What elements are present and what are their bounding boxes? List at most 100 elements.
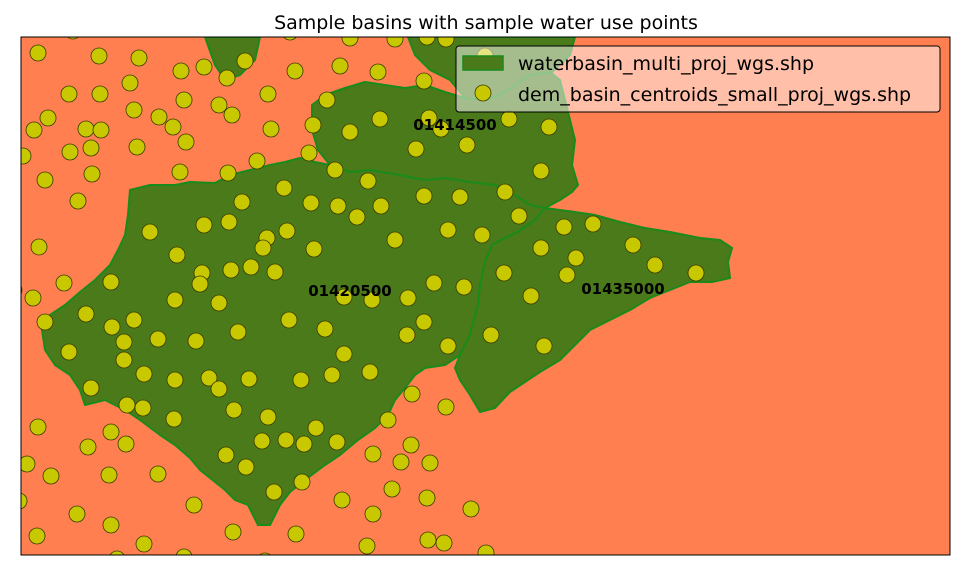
water-use-point [399, 289, 417, 307]
water-use-point [259, 85, 277, 103]
water-use-point [329, 197, 347, 215]
water-use-point [364, 445, 382, 463]
water-use-point [166, 371, 184, 389]
water-use-point [335, 345, 353, 363]
legend-label-points: dem_basin_centroids_small_proj_wgs.shp [518, 84, 911, 106]
water-use-point [584, 215, 602, 233]
water-use-point [237, 458, 255, 476]
water-use-point [305, 240, 323, 258]
water-use-point [403, 385, 421, 403]
water-use-point [219, 164, 237, 182]
legend: waterbasin_multi_proj_wgs.shp dem_basin_… [455, 45, 941, 113]
water-use-point [149, 465, 167, 483]
water-use-points [21, 37, 705, 555]
water-use-point [540, 118, 558, 136]
water-use-point [253, 432, 271, 450]
water-use-point [567, 249, 585, 267]
water-use-point [402, 436, 420, 454]
water-use-point [77, 305, 95, 323]
water-use-point [103, 318, 121, 336]
water-use-point [482, 326, 500, 344]
water-use-point [318, 91, 336, 109]
water-use-point [77, 120, 95, 138]
water-use-point [36, 313, 54, 331]
water-use-point [341, 37, 359, 47]
water-use-point [55, 274, 73, 292]
water-use-point [90, 47, 108, 65]
water-use-point [135, 535, 153, 553]
water-use-point [439, 337, 457, 355]
water-use-point [109, 550, 125, 555]
water-use-point [439, 221, 457, 239]
water-use-point [135, 365, 153, 383]
water-use-point [437, 37, 455, 48]
water-use-point [326, 161, 344, 179]
water-use-point [341, 123, 359, 141]
water-use-point [407, 140, 425, 158]
map-frame [20, 36, 951, 556]
water-use-point [254, 239, 272, 257]
water-use-point [495, 264, 513, 282]
water-use-point [30, 238, 48, 256]
water-use-point [185, 496, 203, 514]
water-use-point [200, 369, 218, 387]
water-use-point [102, 423, 120, 441]
water-use-point [535, 337, 553, 355]
water-use-point [191, 275, 209, 293]
water-use-point [307, 419, 325, 437]
water-use-point [242, 258, 260, 276]
water-use-point [134, 399, 152, 417]
water-use-point [425, 274, 443, 292]
water-use-point [121, 74, 139, 92]
water-use-point [130, 49, 148, 67]
water-use-point [421, 454, 439, 472]
water-use-point [522, 287, 540, 305]
water-use-point [168, 246, 186, 264]
water-use-point [236, 52, 254, 70]
water-use-point [646, 256, 664, 274]
water-use-point [82, 379, 100, 397]
water-use-point [210, 96, 228, 114]
water-use-point [223, 106, 241, 124]
basin-label-01420500: 01420500 [308, 282, 392, 300]
basin-label-01435000: 01435000 [581, 280, 665, 298]
water-use-point [166, 291, 184, 309]
water-use-point [125, 311, 143, 329]
water-use-point [420, 109, 438, 127]
water-use-point [335, 288, 353, 306]
water-use-point [287, 525, 305, 543]
water-use-point [333, 491, 351, 509]
water-use-point [266, 263, 284, 281]
water-use-point [24, 289, 42, 307]
water-use-point [364, 505, 382, 523]
water-use-point [262, 120, 280, 138]
water-use-point [398, 326, 416, 344]
water-use-point [21, 285, 23, 295]
water-use-point [91, 85, 109, 103]
water-use-point [149, 330, 167, 348]
water-use-point [687, 264, 705, 282]
water-use-point [328, 433, 346, 451]
legend-basin-patch [462, 55, 504, 71]
water-use-point [39, 109, 57, 127]
water-use-point [82, 139, 100, 157]
water-use-point [68, 505, 86, 523]
water-use-point [69, 192, 87, 210]
legend-box [455, 45, 941, 113]
water-use-point [302, 194, 320, 212]
water-use-point [432, 120, 450, 138]
water-use-point [278, 222, 296, 240]
water-use-point [172, 62, 190, 80]
water-use-point [165, 410, 183, 428]
water-use-point [361, 363, 379, 381]
water-use-point [195, 58, 213, 76]
water-use-point [510, 207, 528, 225]
water-use-point [451, 188, 469, 206]
water-use-point [277, 431, 295, 449]
water-use-point [304, 116, 322, 134]
water-use-point [225, 401, 243, 419]
water-use-point [175, 548, 193, 555]
water-use-point [383, 480, 401, 498]
water-use-point [224, 523, 242, 541]
water-use-point [29, 44, 47, 62]
